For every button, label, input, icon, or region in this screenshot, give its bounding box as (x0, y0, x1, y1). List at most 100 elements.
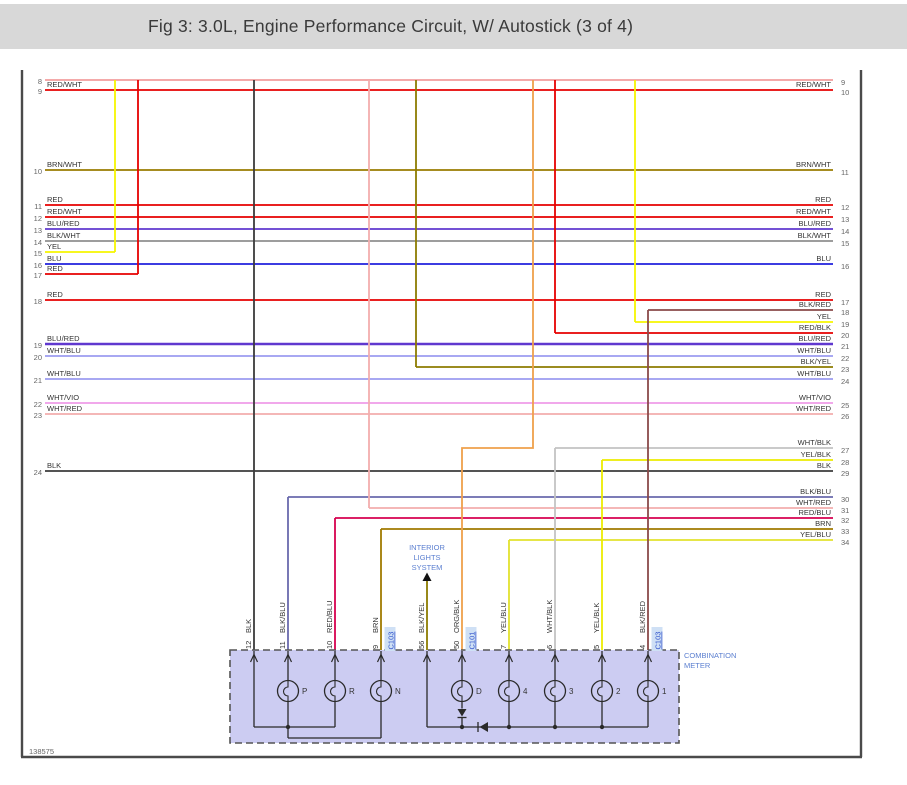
wire-row-blu-red: BLU/RED BLU/RED 13 14 (34, 219, 850, 236)
combination-meter-label: METER (684, 661, 711, 670)
wire-number-right: 23 (841, 365, 849, 374)
wire-row-blk-yel: BLK/YEL 23 (416, 357, 849, 374)
pin-6: WHT/BLK 6 (545, 600, 554, 649)
pin-wire-color-label: ORG/BLK (452, 600, 461, 633)
pin-12: BLK 12 (244, 619, 253, 649)
right-bus (427, 701, 649, 732)
figure-title: Fig 3: 3.0L, Engine Performance Circuit,… (148, 16, 634, 36)
wire-row-yel: YEL 15 (34, 242, 115, 258)
wire-number-right: 34 (841, 538, 849, 547)
lamp-filament-icon (503, 681, 510, 701)
connector-label-highlight (384, 627, 396, 651)
wire-row-blu: BLU BLU 16 16 (34, 254, 850, 271)
wire-number-left: 17 (34, 271, 42, 280)
lamp-label: 1 (662, 687, 667, 696)
wire-label-right: WHT/BLK (798, 438, 831, 447)
up-arrow-icon (422, 572, 432, 581)
lamp-filament-icon (596, 681, 603, 701)
wire-number-right: 21 (841, 342, 849, 351)
wire-row-red-blk: RED/BLK 20 (555, 323, 849, 340)
diagram-frame: 138575 (20, 70, 863, 759)
wire-number-left: 16 (34, 261, 42, 270)
wire-number-right: 13 (841, 215, 849, 224)
wire-number-left: 20 (34, 353, 42, 362)
wire-label-left: RED (47, 290, 63, 299)
wire-number-right: 11 (841, 168, 849, 177)
wire-label-left: RED (47, 195, 63, 204)
wire-label-left: BLU (47, 254, 62, 263)
interior-lights-label: LIGHTS (413, 553, 440, 562)
wire-row-red: RED 17 (34, 264, 138, 280)
connector-label[interactable]: C101 (468, 632, 477, 650)
connector-label[interactable]: C103 (654, 632, 663, 650)
wire-label-right: RED/BLK (799, 323, 831, 332)
wire-number-left: 24 (34, 468, 42, 477)
wire-label-right: BLU/RED (798, 219, 831, 228)
entry-arrow-icon (457, 653, 467, 663)
wire-label-right: YEL/BLK (801, 450, 831, 459)
pin-wire-color-label: YEL/BLK (592, 603, 601, 633)
diode-down-icon (457, 709, 467, 717)
wire-label-left: WHT/RED (47, 404, 83, 413)
wire-label-right: RED/WHT (796, 80, 831, 89)
wire-label-left: BRN/WHT (47, 160, 82, 169)
interior-lights-label: INTERIOR (409, 543, 445, 552)
wire-label-left: WHT/VIO (47, 393, 79, 402)
wire-label-left: WHT/BLU (47, 369, 81, 378)
wire-polyline (461, 80, 534, 650)
wire-row-blk-wht: BLK/WHT BLK/WHT 14 15 (34, 231, 850, 248)
entry-arrow-icon (643, 653, 653, 663)
diode-left-icon (479, 722, 488, 732)
connector-label-highlight (651, 627, 663, 651)
wire-row-wht-blu: WHT/BLU WHT/BLU 21 24 (34, 369, 850, 386)
pin-wire-color-label: BLK (244, 619, 253, 633)
pin-number: 10 (325, 641, 334, 649)
entry-arrow-icon (422, 653, 432, 663)
lamp-filament-icon (456, 681, 463, 701)
wire-number-right: 24 (841, 377, 849, 386)
wire-number-left: 9 (38, 87, 42, 96)
wire-number-right: 22 (841, 354, 849, 363)
wire-number-right: 28 (841, 458, 849, 467)
wire-row-wht-red: WHT/RED 31 (369, 498, 849, 515)
entry-arrow-icon (504, 653, 514, 663)
pin-wire-color-label: BLK/RED (638, 600, 647, 633)
wire-row-blk-red: BLK/RED 18 (648, 300, 849, 317)
wire-label-right: WHT/VIO (799, 393, 831, 402)
lamp-filament-icon (329, 681, 336, 701)
wire-number-right: 30 (841, 495, 849, 504)
pin-number: 6 (545, 645, 554, 649)
pin-number: 11 (278, 641, 287, 649)
wire-number-right: 32 (841, 516, 849, 525)
wire-label-right: YEL (817, 312, 831, 321)
pin-number: 7 (499, 645, 508, 649)
wire-label-right: RED/WHT (796, 207, 831, 216)
wire-row-red-blu: RED/BLU 32 (335, 508, 849, 525)
wire-number-right: 15 (841, 239, 849, 248)
pin-number: 5 (592, 645, 601, 649)
wire-label-right: BRN (815, 519, 831, 528)
lamp-label: N (395, 687, 401, 696)
wire-number-left: 10 (34, 167, 42, 176)
connector-label[interactable]: C103 (387, 632, 396, 650)
wire-number-left: 19 (34, 341, 42, 350)
wire-label-right: WHT/RED (796, 404, 832, 413)
junction-dot (459, 724, 465, 730)
wire-number-left: 14 (34, 238, 42, 247)
entry-arrow-icon (550, 653, 560, 663)
wire-number-right: 9 (841, 78, 845, 87)
wire-number-right: 26 (841, 412, 849, 421)
wire-number-right: 20 (841, 331, 849, 340)
pin-number: 4 (638, 645, 647, 649)
pin-wire-color-label: RED/BLU (325, 600, 334, 633)
wire-number-left: 21 (34, 376, 42, 385)
wire-number-right: 27 (841, 446, 849, 455)
pin-56: BLK/YEL 56 (417, 603, 426, 649)
wire-label-right: BLU/RED (798, 334, 831, 343)
combination-meter-label: COMBINATION (684, 651, 736, 660)
wire-number-right: 31 (841, 506, 849, 515)
wire-number-right: 19 (841, 320, 849, 329)
pin-wire-color-label: BLK/BLU (278, 602, 287, 633)
wire-number-right: 18 (841, 308, 849, 317)
